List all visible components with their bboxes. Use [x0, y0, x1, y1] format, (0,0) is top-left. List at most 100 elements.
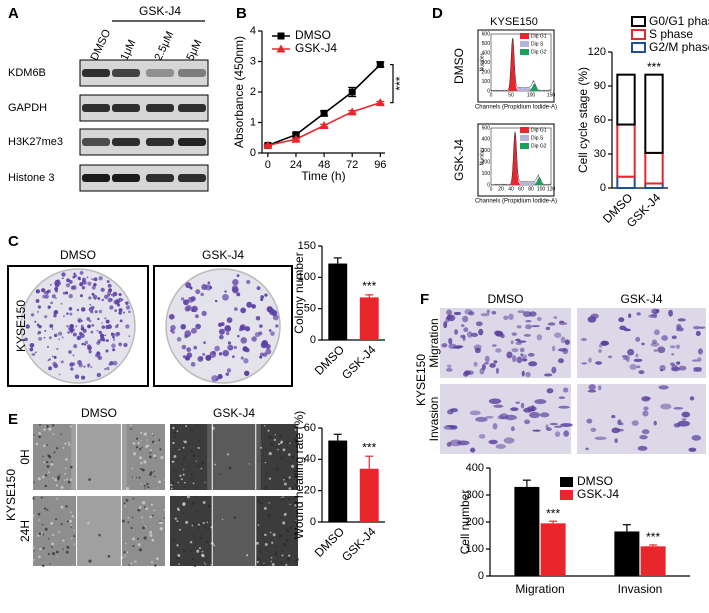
cell-stain: [594, 436, 607, 440]
cell-texture: [276, 445, 279, 448]
colony-dot: [236, 292, 241, 297]
cell-texture: [279, 534, 283, 538]
colony-dot: [104, 334, 107, 337]
flow-y-tick: 300: [482, 148, 491, 154]
cell-stain: [512, 355, 517, 363]
colony-dot: [76, 335, 82, 341]
cell-stain: [553, 425, 563, 428]
cell-texture: [263, 506, 267, 510]
colony-dot: [200, 292, 204, 297]
colony-dot: [47, 305, 51, 309]
cell-stain: [520, 353, 524, 356]
cell-texture: [200, 475, 203, 478]
colony-dot: [98, 356, 101, 359]
cell-texture: [98, 533, 101, 537]
y-tick-label: 50: [304, 303, 316, 315]
y-tick-label: 4: [250, 25, 256, 37]
cell-texture: [67, 520, 70, 523]
cell-stain: [670, 362, 675, 366]
flow-x-tick: 100: [527, 92, 536, 98]
cell-texture: [151, 538, 155, 542]
cell-texture: [285, 538, 289, 542]
cell-stain: [590, 427, 597, 432]
cell-texture: [265, 448, 267, 450]
flow-y-tick: 400: [482, 50, 491, 56]
y-tick-label: 20: [304, 485, 316, 497]
blot-row: H3K27me3: [8, 136, 63, 148]
cell-texture: [138, 548, 142, 552]
cell-stain: [636, 365, 641, 369]
cell-texture: [32, 497, 35, 500]
cell-texture: [213, 544, 216, 547]
cell-texture: [41, 475, 45, 479]
colony-dot: [243, 370, 250, 377]
legend-swatch: [631, 42, 646, 53]
cell-texture: [182, 473, 185, 476]
cell-texture: [60, 523, 63, 526]
cell-texture: [285, 563, 288, 567]
colony-dot: [69, 324, 75, 329]
cell-texture: [178, 528, 181, 531]
cell-texture: [262, 537, 265, 540]
cell-texture: [56, 550, 59, 554]
cell-texture: [171, 530, 174, 533]
cell-texture: [269, 531, 272, 534]
cell-texture: [33, 481, 35, 484]
cell-texture: [172, 440, 175, 442]
cell-stain: [521, 370, 525, 377]
cell-stain: [558, 405, 570, 409]
cell-texture: [198, 527, 201, 529]
cell-texture: [173, 539, 176, 542]
colony-dot: [268, 308, 276, 316]
cell-stain: [519, 347, 525, 353]
colony-dot: [104, 367, 107, 371]
cell-texture: [149, 473, 152, 476]
cell-texture: [41, 523, 44, 526]
colony-dot: [191, 308, 195, 313]
cell-stain: [445, 368, 453, 372]
colony-dot: [226, 368, 232, 373]
colony-dot: [116, 303, 121, 307]
colony-dot: [44, 330, 47, 332]
cell-texture: [195, 460, 197, 462]
flow-condition: DMSO: [452, 48, 466, 84]
colony-dot: [112, 335, 115, 339]
cell-texture: [142, 520, 144, 523]
colony-dot: [97, 317, 100, 321]
colony-dot: [182, 355, 187, 359]
cell-texture: [176, 544, 179, 547]
colony-dot: [109, 305, 114, 310]
cell-texture: [143, 536, 147, 540]
marker: [320, 109, 328, 117]
colony-dot: [195, 289, 201, 295]
y-tick-label: 0: [250, 147, 256, 159]
colony-dot: [66, 278, 70, 283]
bar-segment: [644, 151, 664, 185]
y-tick-label: 0: [600, 182, 606, 194]
cell-texture: [59, 473, 61, 476]
cell-stain: [581, 362, 588, 365]
cell-texture: [204, 526, 207, 528]
cell-texture: [44, 527, 48, 531]
flow-y-tick: 400: [482, 137, 491, 143]
cell-stain: [460, 334, 466, 339]
flow-y-tick: 500: [482, 125, 491, 131]
cell-texture: [183, 458, 186, 461]
colony-dot: [261, 339, 269, 347]
blot-band: [112, 174, 140, 182]
cell-texture: [259, 550, 262, 553]
flow-y-tick: 100: [482, 171, 491, 177]
cell-texture: [38, 431, 42, 435]
cell-texture: [198, 439, 201, 442]
cell-stain: [450, 408, 459, 413]
cell-texture: [47, 553, 50, 556]
colony-dot: [190, 362, 196, 367]
flow-legend-swatch: [520, 135, 529, 141]
y-tick-label: 60: [594, 114, 606, 126]
transwell-image: [577, 384, 706, 454]
cell-texture: [280, 562, 284, 565]
bar: [328, 263, 348, 340]
colony-dot: [97, 339, 102, 343]
colony-dot: [76, 308, 80, 312]
cell-texture: [33, 434, 35, 436]
